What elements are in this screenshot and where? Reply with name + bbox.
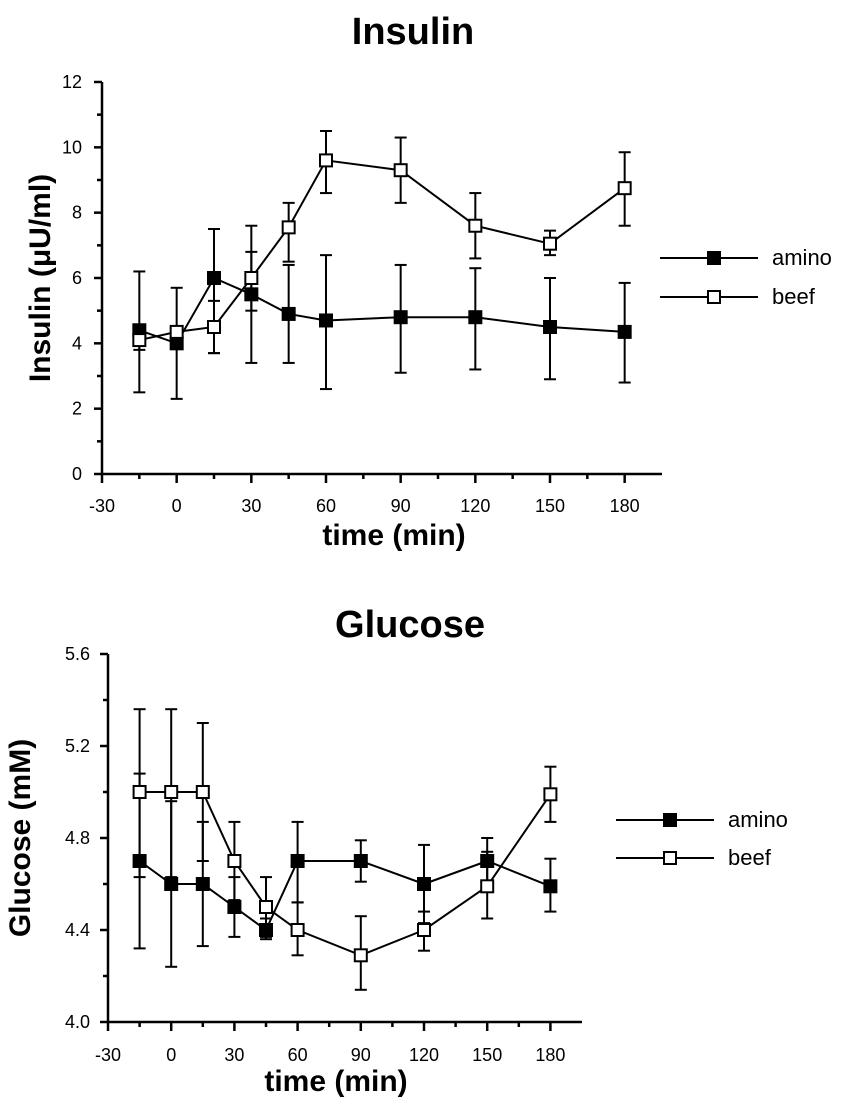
glucose-legend-item-beef: beef bbox=[616, 845, 772, 870]
insulin-amino-point bbox=[468, 310, 483, 325]
glucose-amino-point bbox=[290, 854, 305, 868]
glucose-y-tick-label: 5.2 bbox=[65, 736, 90, 756]
glucose-y-tick-label: 4.0 bbox=[65, 1012, 90, 1032]
insulin-x-tick-label: -30 bbox=[89, 496, 115, 516]
insulin-legend-marker-amino bbox=[707, 251, 721, 265]
insulin-y-tick-label: 6 bbox=[72, 268, 82, 288]
glucose-x-tick-label: 90 bbox=[351, 1045, 371, 1065]
insulin-x-axis-label: time (min) bbox=[322, 519, 465, 552]
insulin-amino-point bbox=[169, 336, 184, 351]
insulin-x-tick-label: 0 bbox=[172, 496, 182, 516]
insulin-x-tick-label: 150 bbox=[535, 496, 565, 516]
insulin-amino-point bbox=[281, 306, 296, 321]
insulin-chart: Insulin time (min) Insulin (μU/ml) 0 2 4 6 8… bbox=[24, 11, 832, 552]
insulin-x-tick-label: 30 bbox=[241, 496, 261, 516]
glucose-beef-point bbox=[164, 785, 179, 799]
glucose-beef-point bbox=[543, 787, 558, 802]
glucose-legend-marker-amino bbox=[663, 813, 677, 827]
insulin-legend-marker-beef bbox=[707, 290, 721, 304]
insulin-amino-point bbox=[617, 324, 632, 339]
glucose-beef-point bbox=[259, 900, 273, 914]
glucose-beef-point bbox=[227, 854, 242, 868]
insulin-beef-point bbox=[393, 163, 408, 178]
glucose-amino-point bbox=[417, 877, 431, 891]
insulin-y-tick-label: 0 bbox=[72, 464, 82, 484]
glucose-x-tick-label: 120 bbox=[409, 1045, 439, 1065]
insulin-y-axis-label: Insulin (μU/ml) bbox=[24, 174, 57, 382]
glucose-x-axis-label: time (min) bbox=[264, 1065, 407, 1098]
insulin-beef-point bbox=[319, 153, 333, 168]
insulin-y-tick-label: 4 bbox=[72, 333, 82, 353]
insulin-legend-item-beef: beef bbox=[660, 284, 816, 309]
insulin-beef-point bbox=[207, 320, 221, 334]
insulin-beef-line bbox=[139, 159, 626, 342]
insulin-legend-item-amino: amino bbox=[660, 245, 832, 270]
glucose-x-tick-label: 180 bbox=[535, 1045, 565, 1065]
insulin-legend-label-amino: amino bbox=[772, 245, 832, 270]
glucose-series-amino bbox=[132, 772, 558, 968]
glucose-y-axis-label: Glucose (mM) bbox=[4, 739, 37, 937]
insulin-amino-point bbox=[543, 320, 557, 334]
insulin-y-tick-label: 2 bbox=[72, 399, 82, 419]
insulin-beef-point bbox=[132, 333, 147, 348]
glucose-beef-point bbox=[480, 879, 495, 894]
insulin-beef-point bbox=[244, 271, 259, 285]
insulin-amino-point bbox=[393, 310, 408, 325]
glucose-beef-point bbox=[132, 785, 147, 799]
insulin-y-tick-label: 10 bbox=[62, 137, 82, 157]
insulin-y-tick-label: 8 bbox=[72, 203, 82, 223]
glucose-y-tick-label: 5.6 bbox=[65, 644, 90, 664]
glucose-x-tick-label: 60 bbox=[288, 1045, 308, 1065]
insulin-beef-point bbox=[543, 236, 557, 251]
insulin-y-tick-label: 12 bbox=[62, 72, 82, 92]
glucose-beef-point bbox=[195, 785, 210, 799]
glucose-amino-point bbox=[543, 879, 558, 894]
insulin-amino-point bbox=[319, 313, 333, 328]
glucose-amino-line bbox=[139, 859, 551, 932]
glucose-beef-point bbox=[417, 923, 431, 937]
insulin-series-amino bbox=[132, 224, 632, 400]
glucose-legend-label-amino: amino bbox=[728, 807, 788, 832]
glucose-legend-label-beef: beef bbox=[728, 845, 772, 870]
insulin-x-tick-label: 120 bbox=[460, 496, 490, 516]
insulin-amino-point bbox=[207, 271, 221, 285]
insulin-x-tick-label: 90 bbox=[391, 496, 411, 516]
glucose-y-tick-label: 4.4 bbox=[65, 920, 90, 940]
glucose-beef-line bbox=[139, 791, 552, 957]
insulin-legend-label-beef: beef bbox=[772, 284, 816, 309]
insulin-x-tick-label: 180 bbox=[610, 496, 640, 516]
insulin-beef-point bbox=[169, 324, 184, 339]
glucose-chart: Glucose time (min) Glucose (mM) 4.0 4.4 4.… bbox=[4, 604, 788, 1098]
glucose-x-tick-label: 150 bbox=[472, 1045, 502, 1065]
insulin-beef-point bbox=[281, 220, 296, 235]
glucose-amino-point bbox=[164, 877, 179, 891]
insulin-series-beef bbox=[132, 130, 632, 355]
glucose-beef-point bbox=[290, 923, 305, 937]
glucose-amino-point bbox=[353, 854, 368, 868]
glucose-amino-point bbox=[227, 900, 242, 914]
glucose-legend-marker-beef bbox=[663, 851, 677, 865]
insulin-beef-point bbox=[617, 181, 632, 196]
glucose-x-tick-label: 0 bbox=[166, 1045, 176, 1065]
insulin-x-tick-label: 60 bbox=[316, 496, 336, 516]
insulin-amino-line bbox=[139, 276, 625, 345]
glucose-legend-item-amino: amino bbox=[616, 807, 788, 832]
glucose-series-beef bbox=[132, 708, 558, 991]
glucose-chart-title: Glucose bbox=[335, 604, 485, 646]
glucose-x-tick-label: 30 bbox=[224, 1045, 244, 1065]
glucose-y-tick-label: 4.8 bbox=[65, 828, 90, 848]
insulin-beef-point bbox=[468, 218, 483, 233]
glucose-beef-point bbox=[353, 948, 368, 963]
glucose-amino-point bbox=[195, 877, 210, 891]
glucose-x-tick-label: -30 bbox=[95, 1045, 121, 1065]
insulin-chart-title: Insulin bbox=[352, 11, 474, 53]
